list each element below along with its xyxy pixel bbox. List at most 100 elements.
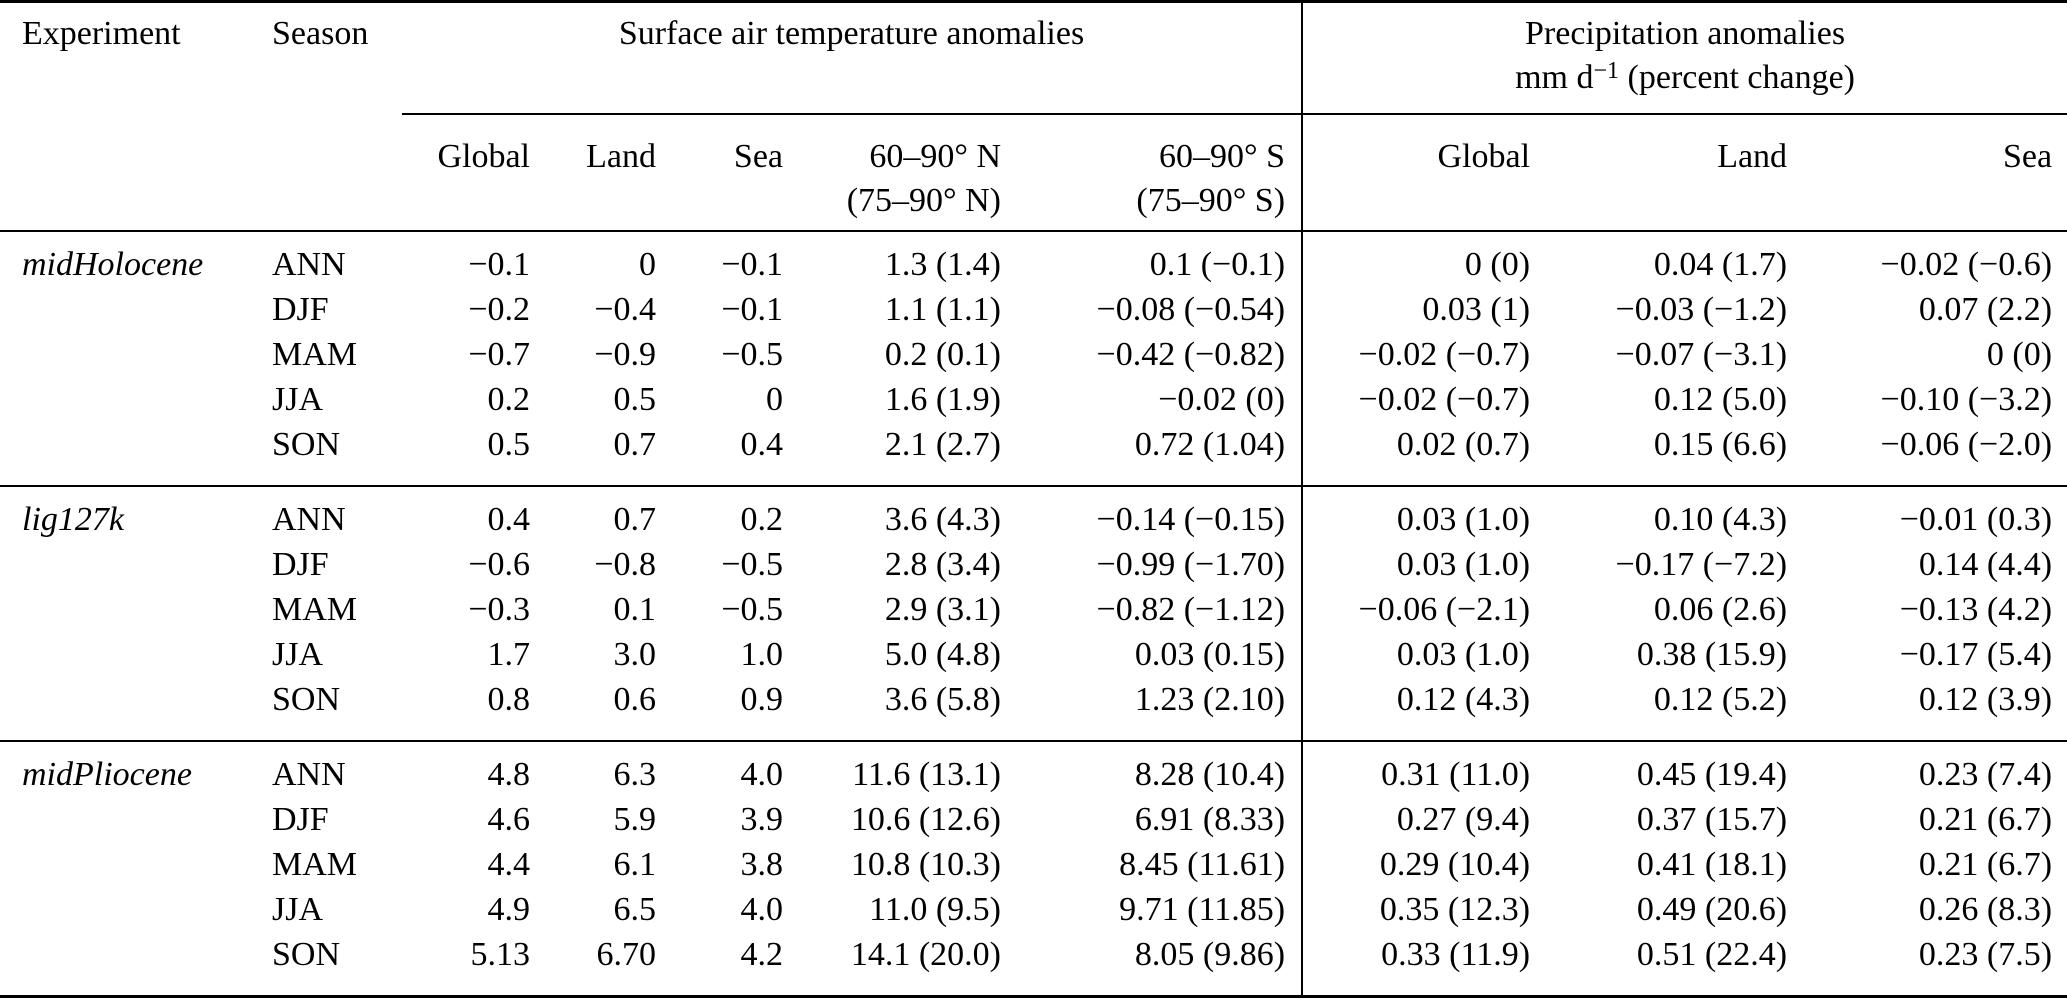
temp-global-cell: −0.6: [468, 546, 530, 583]
precip-global-cell: −0.02 (−0.7): [1358, 336, 1531, 373]
temp-sea-cell: −0.5: [721, 591, 783, 628]
season-cell: ANN: [272, 501, 346, 538]
table-row: JJA 0.2 0.5 0 1.6 (1.9) −0.02 (0) −0.02 …: [0, 377, 2067, 423]
experiment-column-header: Experiment: [0, 1, 250, 232]
precip-global-cell: 0.03 (1.0): [1396, 501, 1531, 538]
temp-60-90s-header: 60–90° S (75–90° S): [1008, 113, 1304, 232]
season-cell: DJF: [272, 801, 329, 838]
experiment-cell: [0, 798, 250, 843]
temp-60-90n-cell: 1.1 (1.1): [884, 291, 1001, 328]
precip-sea-cell: −0.01 (0.3): [1899, 501, 2053, 538]
season-cell: SON: [272, 426, 341, 463]
precip-sea-cell: −0.06 (−2.0): [1880, 426, 2053, 463]
table-header: Experiment Season Surface air temperatur…: [0, 1, 2067, 232]
experiment-cell: midPliocene: [22, 756, 192, 793]
season-cell: SON: [272, 936, 341, 973]
precip-land-cell: 0.12 (5.2): [1653, 681, 1788, 718]
experiment-section: lig127k ANN 0.4 0.7 0.2 3.6 (4.3) −0.14 …: [0, 485, 2067, 741]
precip-land-header: Land: [1537, 113, 1795, 232]
season-cell: JJA: [272, 891, 324, 928]
temp-global-cell: −0.2: [468, 291, 530, 328]
temp-sea-cell: −0.5: [721, 336, 783, 373]
precip-land-cell: 0.06 (2.6): [1653, 591, 1788, 628]
season-cell: DJF: [272, 291, 329, 328]
temp-global-cell: 0.5: [487, 426, 531, 463]
precip-global-cell: 0.02 (0.7): [1396, 426, 1531, 463]
precip-global-cell: 0.29 (10.4): [1379, 846, 1531, 883]
temp-sea-cell: 0.2: [740, 501, 784, 538]
table-row: MAM −0.3 0.1 −0.5 2.9 (3.1) −0.82 (−1.12…: [0, 587, 2067, 633]
precip-sea-cell: 0.26 (8.3): [1918, 891, 2053, 928]
precip-land-cell: −0.07 (−3.1): [1615, 336, 1788, 373]
precip-sea-cell: 0 (0): [1986, 336, 2053, 373]
temp-60-90n-cell: 2.9 (3.1): [884, 591, 1001, 628]
precipitation-group-title: Precipitation anomalies: [1525, 15, 1846, 52]
temp-sea-cell: 0.4: [740, 426, 784, 463]
temp-sea-cell: −0.1: [721, 246, 783, 283]
column-header-row: Global Land Sea 60–90° N (75–90° N) 60–9…: [0, 113, 2067, 232]
precip-sea-cell: 0.21 (6.7): [1918, 801, 2053, 838]
temp-sea-cell: 4.0: [740, 891, 784, 928]
temp-60-90n-cell: 2.1 (2.7): [884, 426, 1001, 463]
temp-global-cell: 0.8: [487, 681, 531, 718]
precip-sea-cell: 0.23 (7.5): [1918, 936, 2053, 973]
precip-global-cell: 0.31 (11.0): [1381, 756, 1531, 793]
temp-60-90n-cell: 5.0 (4.8): [884, 636, 1001, 673]
temp-global-cell: 4.6: [487, 801, 531, 838]
precip-global-cell: 0.03 (1.0): [1396, 546, 1531, 583]
temp-land-cell: −0.8: [594, 546, 656, 583]
temp-60-90s-cell: −0.99 (−1.70): [1008, 542, 1304, 588]
precip-global-cell: −0.02 (−0.7): [1358, 381, 1531, 418]
temp-60-90s-cell: 0.1 (−0.1): [1008, 230, 1304, 288]
temp-land-cell: 0.1: [613, 591, 657, 628]
experiment-cell: [0, 543, 250, 588]
temp-land-cell: 0: [639, 246, 656, 283]
temp-60-90n-cell: 11.0 (9.5): [869, 891, 1001, 928]
season-column-header: Season: [250, 1, 402, 232]
precip-sea-cell: 0.07 (2.2): [1918, 291, 2053, 328]
table-row: MAM 4.4 6.1 3.8 10.8 (10.3) 8.45 (11.61)…: [0, 842, 2067, 888]
temp-global-cell: −0.7: [468, 336, 530, 373]
temp-60-90s-cell: 0.72 (1.04): [1008, 422, 1304, 486]
temp-land-cell: −0.9: [594, 336, 656, 373]
experiment-cell: [0, 678, 250, 741]
experiment-cell: [0, 933, 250, 997]
season-cell: ANN: [272, 756, 346, 793]
temp-land-cell: 6.5: [613, 891, 657, 928]
precip-sea-cell: −0.10 (−3.2): [1880, 381, 2053, 418]
precip-land-cell: 0.49 (20.6): [1636, 891, 1788, 928]
table-row: JJA 4.9 6.5 4.0 11.0 (9.5) 9.71 (11.85) …: [0, 887, 2067, 933]
precip-global-cell: 0.33 (11.9): [1381, 936, 1531, 973]
precip-sea-cell: −0.13 (4.2): [1899, 591, 2053, 628]
precip-land-cell: 0.12 (5.0): [1653, 381, 1788, 418]
temp-60-90n-cell: 10.6 (12.6): [850, 801, 1001, 838]
temp-land-cell: 6.1: [613, 846, 657, 883]
precip-land-cell: 0.51 (22.4): [1636, 936, 1788, 973]
temp-land-cell: −0.4: [594, 291, 656, 328]
experiment-cell: [0, 588, 250, 633]
precip-global-cell: 0.27 (9.4): [1396, 801, 1531, 838]
experiment-cell: lig127k: [22, 501, 124, 538]
precip-sea-cell: 0.14 (4.4): [1918, 546, 2053, 583]
precipitation-group-unit: mm d−1 (percent change): [1515, 58, 1855, 96]
temp-60-90n-cell: 10.8 (10.3): [850, 846, 1001, 883]
precip-land-cell: 0.45 (19.4): [1636, 756, 1788, 793]
temp-global-header: Global: [402, 113, 537, 232]
table-row: DJF −0.6 −0.8 −0.5 2.8 (3.4) −0.99 (−1.7…: [0, 542, 2067, 588]
temp-60-90n-cell: 11.6 (13.1): [852, 756, 1001, 793]
season-cell: ANN: [272, 246, 346, 283]
season-cell: JJA: [272, 636, 324, 673]
table-row: SON 0.5 0.7 0.4 2.1 (2.7) 0.72 (1.04) 0.…: [0, 422, 2067, 486]
precip-sea-header: Sea: [1794, 113, 2067, 232]
temp-60-90s-cell: −0.14 (−0.15): [1008, 485, 1304, 543]
temp-land-cell: 0.7: [613, 501, 657, 538]
table-row: SON 0.8 0.6 0.9 3.6 (5.8) 1.23 (2.10) 0.…: [0, 677, 2067, 741]
precip-land-cell: 0.04 (1.7): [1653, 246, 1788, 283]
temp-60-90n-cell: 14.1 (20.0): [850, 936, 1001, 973]
temp-60-90s-cell: 8.28 (10.4): [1008, 740, 1304, 798]
experiment-cell: [0, 423, 250, 486]
temp-global-cell: 0.4: [487, 501, 531, 538]
precip-sea-cell: −0.02 (−0.6): [1880, 246, 2053, 283]
precip-land-cell: 0.37 (15.7): [1636, 801, 1788, 838]
